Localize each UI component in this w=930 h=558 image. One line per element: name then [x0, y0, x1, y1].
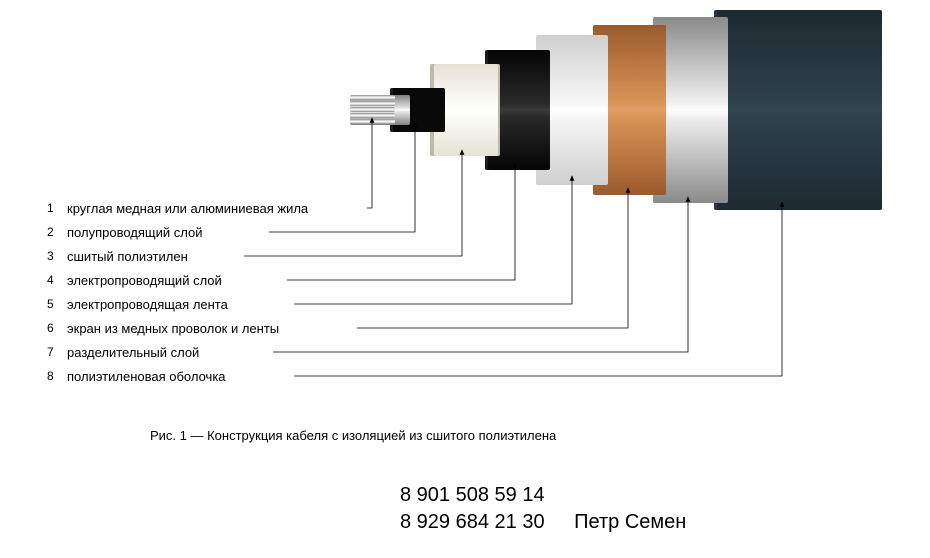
legend-row-4: 4электропроводящий слой: [47, 268, 308, 292]
legend-num: 3: [47, 249, 61, 263]
legend-num: 7: [47, 345, 61, 359]
legend-num: 6: [47, 321, 61, 335]
phone-1: 8 901 508 59 14: [400, 482, 686, 509]
legend-num: 2: [47, 225, 61, 239]
legend-num: 5: [47, 297, 61, 311]
legend-row-8: 8полиэтиленовая оболочка: [47, 364, 308, 388]
leader-1: [367, 118, 372, 208]
legend-label: разделительный слой: [61, 345, 199, 360]
legend-label: круглая медная или алюминиевая жила: [61, 201, 308, 216]
legend-row-6: 6экран из медных проволок и ленты: [47, 316, 308, 340]
leader-7: [273, 197, 688, 352]
legend-num: 4: [47, 273, 61, 287]
legend-num: 8: [47, 369, 61, 383]
leader-4: [287, 163, 515, 280]
legend: 1круглая медная или алюминиевая жила2пол…: [47, 196, 308, 388]
leader-8: [294, 202, 782, 376]
leader-6: [357, 188, 628, 328]
phone-2: 8 929 684 21 30: [400, 511, 545, 533]
cable-layer-8: [714, 10, 882, 210]
legend-label: полупроводящий слой: [61, 225, 202, 240]
figure-caption: Рис. 1 — Конструкция кабеля с изоляцией …: [150, 428, 556, 443]
legend-label: электропроводящий слой: [61, 273, 222, 288]
legend-row-5: 5электропроводящая лента: [47, 292, 308, 316]
legend-label: электропроводящая лента: [61, 297, 228, 312]
conductor-strands: [350, 95, 395, 125]
legend-label: полиэтиленовая оболочка: [61, 369, 226, 384]
contact-name: Петр Семен: [574, 509, 686, 536]
legend-row-7: 7разделительный слой: [47, 340, 308, 364]
legend-label: экран из медных проволок и ленты: [61, 321, 279, 336]
legend-row-3: 3сшитый полиэтилен: [47, 244, 308, 268]
contact-block: 8 901 508 59 14 8 929 684 21 30 Петр Сем…: [400, 482, 686, 536]
legend-row-1: 1круглая медная или алюминиевая жила: [47, 196, 308, 220]
legend-num: 1: [47, 201, 61, 215]
legend-row-2: 2полупроводящий слой: [47, 220, 308, 244]
legend-label: сшитый полиэтилен: [61, 249, 188, 264]
leader-5: [294, 176, 572, 304]
